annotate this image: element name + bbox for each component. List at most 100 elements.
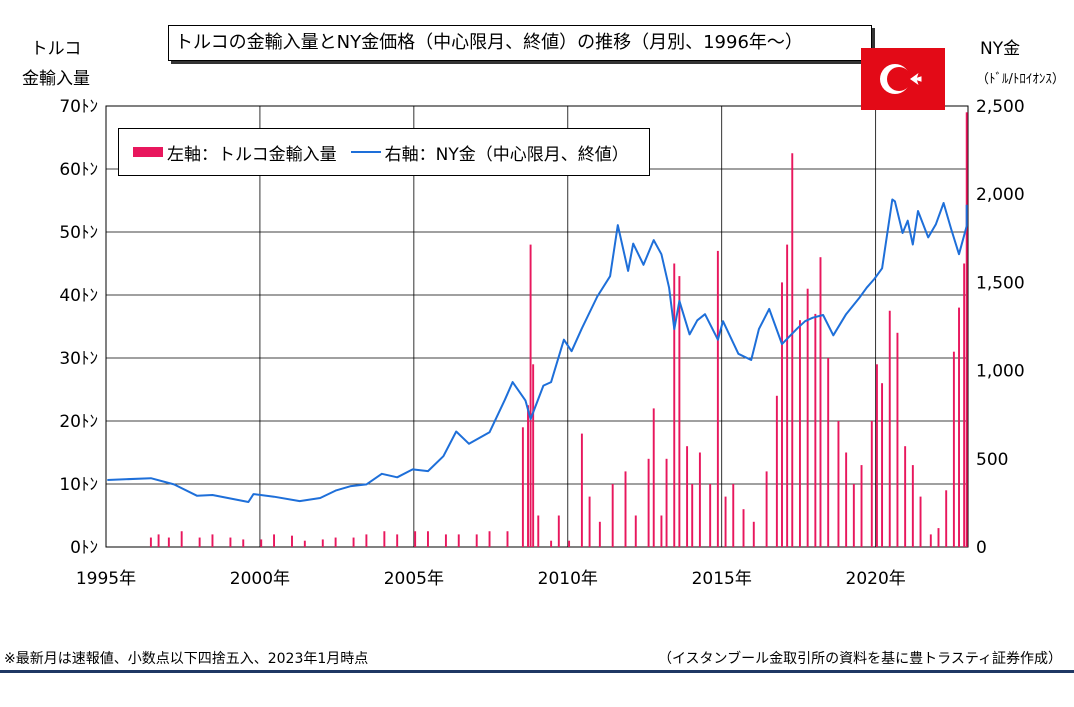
right-tick-label: 1,000 — [976, 362, 1025, 382]
import-bar — [958, 307, 960, 547]
import-bar — [537, 515, 540, 547]
left-tick-label: 60ﾄﾝ — [59, 160, 98, 180]
left-tick-label: 30ﾄﾝ — [59, 349, 98, 369]
import-bar — [716, 250, 719, 547]
x-tick-label: 2005年 — [384, 569, 444, 589]
import-bar — [781, 282, 783, 547]
chart-title: トルコの金輸入量とNY金価格（中心限月、終値）の推移（月別、1996年～） — [168, 25, 872, 61]
import-bar — [798, 320, 801, 547]
import-bar — [149, 537, 152, 547]
right-axis-unit: （ﾄﾞﾙ/ﾄﾛｲｵﾝｽ） — [976, 72, 1065, 87]
import-bar — [786, 244, 789, 547]
left-tick-label: 0ﾄﾝ — [70, 538, 98, 558]
left-axis-title-line2: 金輸入量 — [22, 69, 90, 89]
import-bar — [765, 471, 768, 547]
import-bar — [598, 521, 601, 547]
import-bar — [532, 364, 535, 547]
import-bar — [652, 408, 655, 547]
import-bar — [945, 490, 948, 547]
import-bar — [157, 534, 160, 547]
left-tick-label: 10ﾄﾝ — [59, 475, 98, 495]
import-bar — [321, 539, 324, 547]
import-bar — [588, 496, 591, 547]
footer-note: ※最新月は速報値、小数点以下四捨五入、2023年1月時点 — [4, 651, 369, 667]
legend-line-swatch — [350, 151, 381, 153]
left-tick-label: 40ﾄﾝ — [59, 286, 98, 306]
right-tick-label: 1,500 — [976, 273, 1025, 293]
import-bar — [396, 534, 399, 547]
x-tick-label: 2010年 — [538, 569, 598, 589]
import-bar — [580, 433, 583, 547]
right-tick-label: 2,000 — [976, 185, 1025, 205]
bar-series — [149, 112, 968, 548]
import-bar — [568, 540, 571, 547]
right-axis-title: NY金 — [980, 39, 1021, 59]
left-tick-label: 50ﾄﾝ — [59, 223, 98, 243]
import-bar — [303, 540, 306, 547]
import-bar — [557, 515, 560, 547]
right-tick-label: 500 — [976, 450, 1008, 470]
import-bar — [963, 263, 966, 547]
import-bar — [365, 534, 368, 547]
import-bar — [665, 458, 668, 547]
import-bar — [919, 496, 922, 547]
gold-price-line — [107, 198, 968, 503]
import-bar — [888, 310, 891, 547]
import-bar — [444, 534, 447, 547]
import-bar — [211, 534, 214, 547]
import-bar — [896, 332, 899, 547]
import-bar — [260, 539, 263, 547]
import-bar — [198, 537, 201, 547]
line-series — [107, 198, 968, 503]
import-bar — [427, 531, 429, 547]
import-bar — [624, 471, 627, 547]
import-bar — [691, 484, 694, 547]
import-bar — [965, 112, 968, 548]
import-bar — [875, 364, 878, 547]
import-bar — [870, 421, 873, 547]
import-bar — [678, 276, 681, 547]
import-bar — [752, 521, 755, 547]
import-bar — [775, 395, 778, 547]
import-bar — [881, 383, 884, 547]
footer-source: （イスタンブール金取引所の資料を基に豊トラスティ証券作成） — [657, 651, 1062, 667]
import-bar — [904, 446, 907, 547]
import-bar — [724, 496, 727, 547]
import-bar — [273, 534, 276, 547]
x-tick-label: 2020年 — [846, 569, 906, 589]
import-bar — [732, 484, 735, 547]
import-bar — [383, 531, 386, 547]
import-bar — [709, 484, 712, 547]
import-bar — [827, 358, 830, 547]
import-bar — [845, 452, 848, 547]
import-bar — [698, 452, 701, 547]
import-bar — [242, 539, 245, 547]
import-bar — [911, 465, 914, 547]
left-axis-title-line1: トルコ — [30, 39, 82, 59]
import-bar — [180, 531, 183, 547]
legend-bar-swatch — [133, 147, 163, 157]
import-bar — [291, 535, 293, 547]
import-bar — [506, 531, 509, 547]
import-bar — [521, 427, 524, 547]
import-bar — [167, 537, 170, 547]
turkey-flag-icon — [861, 48, 945, 110]
import-bar — [611, 484, 614, 547]
legend-line-label: 右軸：NY金（中心限月、終値） — [384, 144, 629, 165]
import-bar — [352, 537, 355, 547]
import-bar — [647, 458, 650, 547]
legend-bar-label: 左軸：トルコ金輸入量 — [167, 144, 337, 165]
import-bar — [475, 534, 478, 547]
legend: 左軸：トルコ金輸入量 右軸：NY金（中心限月、終値） — [118, 128, 650, 176]
right-tick-label: 2,500 — [976, 97, 1025, 117]
import-bar — [686, 446, 689, 547]
import-bar — [819, 257, 822, 547]
x-tick-label: 1995年 — [76, 569, 136, 589]
x-tick-label: 2015年 — [692, 569, 752, 589]
import-bar — [527, 405, 529, 547]
import-bar — [860, 465, 863, 547]
axes: 0ﾄﾝ 10ﾄﾝ 20ﾄﾝ 30ﾄﾝ 40ﾄﾝ 50ﾄﾝ 60ﾄﾝ 70ﾄﾝ 0 500 1,000… — [59, 97, 1024, 589]
import-bar — [334, 537, 337, 547]
import-bar — [852, 484, 855, 547]
